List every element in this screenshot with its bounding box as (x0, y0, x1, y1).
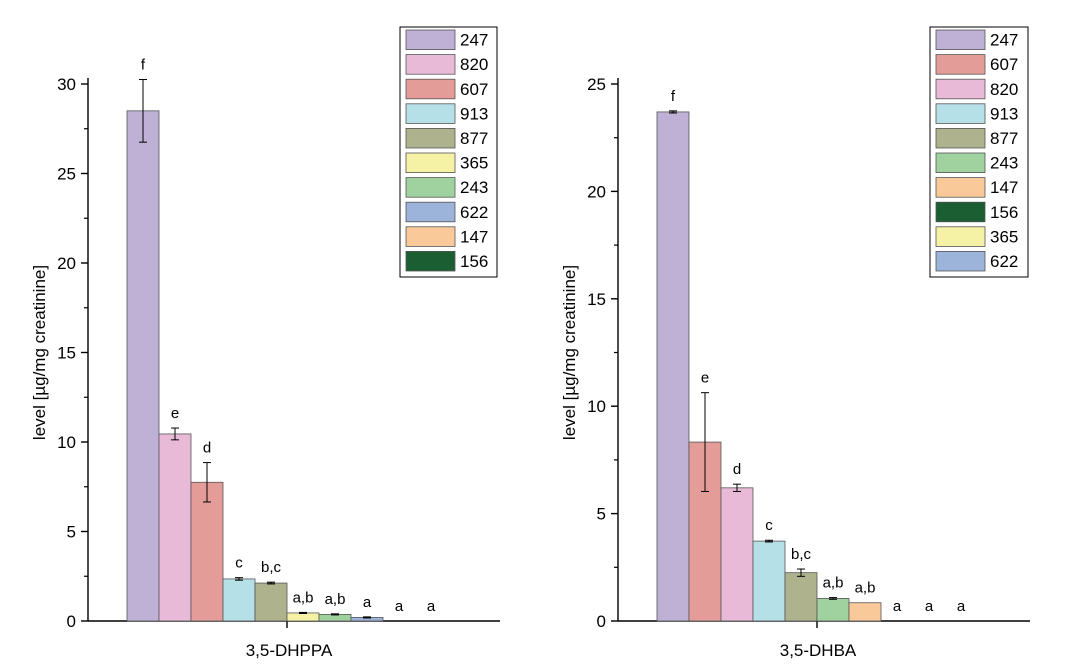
legend-label: 877 (990, 129, 1018, 148)
legend-label: 365 (460, 154, 488, 173)
legend-label: 156 (990, 203, 1018, 222)
legend-label: 622 (460, 203, 488, 222)
y-tick-label: 0 (597, 612, 606, 631)
legend-swatch-147 (405, 226, 456, 247)
bar-247 (126, 110, 160, 622)
legend-label: 247 (460, 31, 488, 50)
legend-label: 607 (990, 55, 1018, 74)
x-category-label: 3,5-DHPPA (246, 641, 333, 660)
legend-swatch-365 (405, 152, 456, 174)
bar-243 (816, 598, 850, 622)
y-axis-label: level [µg/mg creatinine] (560, 265, 579, 440)
legend-label: 913 (990, 104, 1018, 123)
bar-607 (190, 481, 224, 622)
bar-247 (656, 111, 690, 622)
y-tick-label: 5 (597, 505, 606, 524)
y-tick-label: 25 (587, 75, 606, 94)
y-axis-label: level [µg/mg creatinine] (30, 265, 49, 440)
legend-label: 147 (990, 178, 1018, 197)
bar-877 (784, 572, 818, 622)
legend-swatch-607 (935, 54, 986, 75)
legend-swatch-156 (935, 201, 986, 223)
legend-label: 877 (460, 129, 488, 148)
bar-913 (752, 540, 786, 622)
legend-label: 156 (460, 252, 488, 271)
significance-label: a (363, 594, 372, 611)
bar-913 (222, 578, 256, 622)
significance-label: a (925, 598, 934, 615)
significance-label: f (141, 57, 146, 74)
bar-820 (720, 487, 754, 622)
y-tick-label: 5 (67, 523, 76, 542)
legend-label: 365 (990, 227, 1018, 246)
legend-label: 243 (460, 178, 488, 197)
legend-swatch-243 (405, 177, 456, 198)
legend-swatch-247 (405, 29, 456, 51)
significance-label: e (171, 405, 179, 422)
legend-label: 607 (460, 80, 488, 99)
legend-label: 247 (990, 31, 1018, 50)
significance-label: c (765, 517, 773, 534)
legend-label: 820 (990, 80, 1018, 99)
legend-swatch-607 (405, 78, 456, 100)
y-tick-label: 20 (57, 254, 76, 273)
y-tick-label: 10 (587, 397, 606, 416)
significance-label: a,b (293, 589, 314, 606)
legend-label: 147 (460, 227, 488, 246)
y-tick-label: 15 (587, 290, 606, 309)
significance-label: f (671, 88, 676, 105)
significance-label: a (957, 598, 966, 615)
significance-label: a (395, 598, 404, 615)
legend-swatch-820 (935, 78, 986, 100)
y-tick-label: 30 (57, 75, 76, 94)
legend-swatch-913 (405, 103, 456, 124)
legend-label: 243 (990, 154, 1018, 173)
significance-label: d (203, 440, 211, 457)
legend-label: 820 (460, 55, 488, 74)
chart-panel-dhppa: 0 5 10 15 20 25 30 3,5-DHPPA level [µg/mg creati… (30, 26, 500, 660)
significance-label: c (235, 555, 243, 572)
x-category-label: 3,5-DHBA (780, 641, 857, 660)
legend-swatch-913 (935, 103, 986, 124)
legend-swatch-247 (935, 29, 986, 51)
y-tick-label: 20 (587, 182, 606, 201)
legend-swatch-820 (405, 54, 456, 75)
bar-877 (254, 582, 288, 622)
significance-label: b,c (791, 546, 812, 563)
chart-panel-dhba: 0 5 10 15 20 25 3,5-DHBA level [µg/mg creatinin… (560, 26, 1030, 660)
bar-365 (286, 612, 320, 622)
significance-label: e (701, 370, 709, 387)
legend-swatch-156 (405, 250, 456, 272)
legend-label: 622 (990, 252, 1018, 271)
significance-label: b,c (261, 559, 282, 576)
y-tick-label: 15 (57, 344, 76, 363)
significance-label: a,b (325, 591, 346, 608)
legend-swatch-365 (935, 226, 986, 247)
significance-label: a,b (855, 580, 876, 597)
significance-label: a (893, 598, 902, 615)
legend-swatch-622 (405, 201, 456, 223)
legend-label: 913 (460, 104, 488, 123)
y-tick-label: 10 (57, 433, 76, 452)
legend-swatch-147 (935, 177, 986, 198)
significance-label: d (733, 461, 741, 478)
significance-label: a,b (823, 575, 844, 592)
legend-swatch-877 (935, 127, 986, 149)
legend-swatch-877 (405, 127, 456, 149)
bar-820 (158, 433, 192, 622)
significance-label: a (427, 598, 436, 615)
y-tick-label: 0 (67, 612, 76, 631)
y-tick-label: 25 (57, 165, 76, 184)
legend-swatch-243 (935, 152, 986, 174)
bar-147 (848, 602, 882, 622)
legend-swatch-622 (935, 250, 986, 272)
